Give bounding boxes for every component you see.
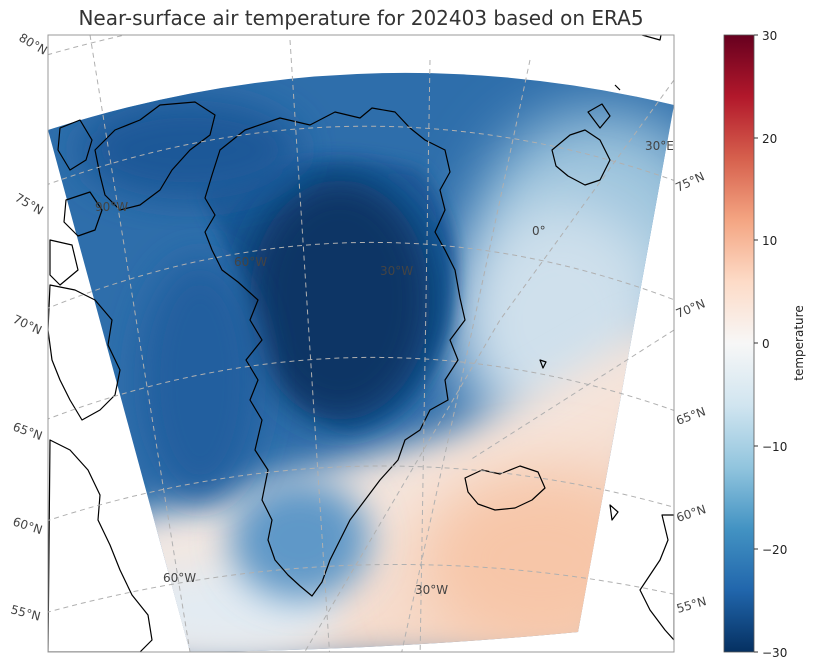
colorbar-tick-labels: 30 20 10 0 −10 −20 −30 xyxy=(762,29,787,660)
lon-label-60w: 60°W xyxy=(163,571,196,585)
svalbard-coastline xyxy=(551,129,611,186)
colorbar-tick-20: 20 xyxy=(762,132,777,146)
baffin-coastline xyxy=(48,284,121,421)
colorbar-gradient xyxy=(723,34,755,653)
map-title: Near-surface air temperature for 202403 … xyxy=(78,6,644,30)
colorbar-ticks xyxy=(754,34,758,653)
colorbar-tick-neg10: −10 xyxy=(762,440,787,454)
map-frame xyxy=(47,34,675,653)
lon-label-0: 0° xyxy=(532,224,546,238)
colorbar-tick-10: 10 xyxy=(762,234,777,248)
archipelago-coastline xyxy=(57,119,93,171)
scandinavia-coastline xyxy=(639,514,674,641)
lon-label-30w: 30°W xyxy=(415,583,448,597)
graticule xyxy=(48,35,674,652)
colorbar-tick-neg30: −30 xyxy=(762,646,787,660)
grid-labels: 30°E 0° 30°W 60°W 90°W 60°W 30°W xyxy=(95,139,674,597)
colorbar-label: temperature xyxy=(792,305,806,380)
lon-label-60w-inner: 60°W xyxy=(234,255,267,269)
colorbar-tick-30: 30 xyxy=(762,29,777,43)
greenland-coastline xyxy=(204,107,466,597)
coastlines xyxy=(48,35,674,652)
lon-label-30e: 30°E xyxy=(645,139,674,153)
colorbar-tick-neg20: −20 xyxy=(762,543,787,557)
colorbar-tick-0: 0 xyxy=(762,337,770,351)
iceland-coastline xyxy=(464,465,546,511)
lon-label-90w: 90°W xyxy=(95,200,128,214)
lon-label-30w-inner: 30°W xyxy=(380,264,413,278)
ellesmere-coastline xyxy=(94,101,216,211)
